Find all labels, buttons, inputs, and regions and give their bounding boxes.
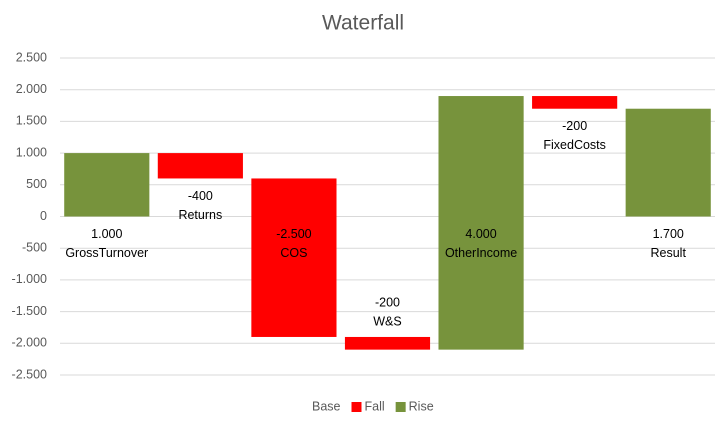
value-label: -400 bbox=[188, 189, 213, 203]
fall-bar bbox=[344, 336, 431, 350]
fall-bar bbox=[251, 178, 337, 337]
chart-title: Waterfall bbox=[322, 12, 404, 35]
y-tick-label: 1.500 bbox=[16, 114, 47, 128]
category-label: GrossTurnover bbox=[65, 246, 148, 260]
fall-bar bbox=[157, 153, 243, 179]
legend-swatch bbox=[351, 402, 362, 412]
category-label: Result bbox=[650, 246, 686, 260]
y-tick-label: 1.000 bbox=[16, 145, 47, 159]
legend-label: Rise bbox=[409, 399, 434, 413]
rise-bar bbox=[625, 108, 711, 217]
y-tick-label: -2.500 bbox=[12, 367, 47, 381]
legend-label: Base bbox=[312, 399, 341, 413]
y-tick-label: 2.000 bbox=[16, 82, 47, 96]
category-label: OtherIncome bbox=[445, 246, 517, 260]
y-tick-label: 2.500 bbox=[16, 50, 47, 64]
value-label: -2.500 bbox=[276, 227, 311, 241]
category-label: COS bbox=[280, 246, 307, 260]
value-label: -200 bbox=[562, 119, 587, 133]
y-tick-label: 0 bbox=[40, 209, 47, 223]
category-label: Returns bbox=[178, 208, 222, 222]
value-label: -200 bbox=[375, 295, 400, 309]
rise-bar bbox=[64, 153, 150, 217]
value-label: 4.000 bbox=[465, 227, 496, 241]
rise-bar bbox=[438, 96, 524, 350]
category-label: FixedCosts bbox=[543, 138, 606, 152]
legend-swatch bbox=[395, 402, 406, 412]
y-tick-label: -2.000 bbox=[12, 336, 47, 350]
value-label: 1.000 bbox=[91, 227, 122, 241]
category-label: W&S bbox=[373, 314, 401, 328]
y-tick-label: -500 bbox=[22, 240, 47, 254]
y-tick-label: -1.500 bbox=[12, 304, 47, 318]
fall-bar bbox=[532, 96, 618, 109]
y-tick-label: -1.000 bbox=[12, 272, 47, 286]
y-tick-label: 500 bbox=[26, 177, 47, 191]
legend-label: Fall bbox=[365, 399, 385, 413]
value-label: 1.700 bbox=[653, 227, 684, 241]
